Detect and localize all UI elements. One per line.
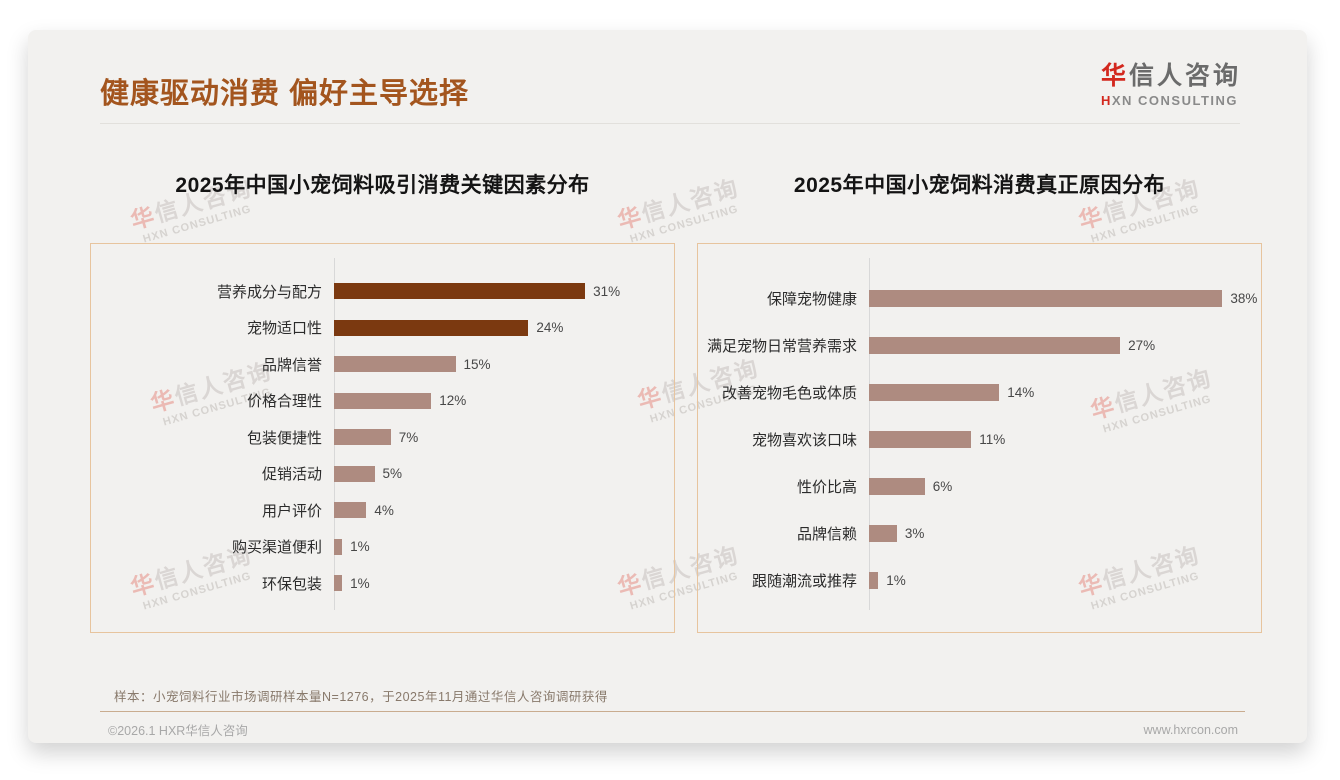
chart-panel: 营养成分与配方 31% 宠物适口性 24% 品牌信誉 15% 价格合理性 12% 包装便捷性 7%… bbox=[90, 243, 675, 633]
bar bbox=[334, 465, 375, 482]
bar bbox=[334, 502, 367, 519]
bar-row: 性价比高 6% bbox=[698, 463, 1261, 510]
value-label: 31% bbox=[593, 283, 621, 299]
bar bbox=[869, 290, 1223, 307]
value-label: 7% bbox=[398, 429, 419, 445]
category-label: 改善宠物毛色或体质 bbox=[721, 385, 857, 402]
bar bbox=[869, 572, 879, 589]
category-label: 性价比高 bbox=[796, 479, 857, 496]
report-slide: 华信人咨询 HXN CONSULTING 华信人咨询 HXN CONSULTING 华信… bbox=[28, 30, 1307, 743]
bar-row: 满足宠物日常营养需求 27% bbox=[698, 322, 1261, 369]
category-label: 品牌信誉 bbox=[261, 356, 322, 374]
bar-row: 宠物适口性 24% bbox=[91, 310, 674, 347]
company-logo: 华信人咨询 HXN CONSULTING bbox=[1101, 56, 1241, 108]
value-label: 11% bbox=[979, 432, 1006, 447]
bar bbox=[334, 283, 586, 300]
value-label: 4% bbox=[374, 502, 394, 518]
footer: ©2026.1 HXR华信人咨询 www.hxrcon.com bbox=[108, 720, 1238, 739]
value-label: 3% bbox=[904, 526, 925, 541]
bar-row: 包装便捷性 7% bbox=[91, 419, 674, 456]
value-label: 24% bbox=[536, 320, 564, 336]
logo-name-rest: 信人咨询 bbox=[1128, 62, 1241, 90]
category-label: 促销活动 bbox=[261, 466, 322, 484]
value-label: 1% bbox=[350, 539, 370, 555]
bar-row: 宠物喜欢该口味 11% bbox=[698, 416, 1261, 463]
bar-row: 用户评价 4% bbox=[91, 492, 674, 529]
chart-title: 2025年中国小宠饲料消费真正原因分布 bbox=[793, 174, 1166, 197]
logo-tagline-accent: H bbox=[1100, 93, 1112, 108]
value-label: 6% bbox=[932, 479, 953, 494]
bar-row: 跟随潮流或推荐 1% bbox=[698, 557, 1261, 604]
bar-row: 保障宠物健康 38% bbox=[698, 275, 1261, 322]
category-label: 包装便捷性 bbox=[246, 429, 322, 447]
chart-left-factors: 2025年中国小宠饲料吸引消费关键因素分布 营养成分与配方 31% 宠物适口性 24%… bbox=[90, 170, 675, 633]
page-title: 健康驱动消费 偏好主导选择 bbox=[100, 78, 470, 110]
chart-rows: 营养成分与配方 31% 宠物适口性 24% 品牌信誉 15% 价格合理性 12% 包装便捷性 7%… bbox=[91, 244, 674, 602]
bar bbox=[334, 319, 529, 336]
bar-row: 购买渠道便利 1% bbox=[91, 529, 674, 566]
value-label: 1% bbox=[886, 573, 906, 588]
category-label: 品牌信赖 bbox=[796, 526, 857, 543]
chart-panel: 保障宠物健康 38% 满足宠物日常营养需求 27% 改善宠物毛色或体质 14% 宠物喜欢该口… bbox=[697, 243, 1262, 633]
value-label: 38% bbox=[1230, 291, 1258, 306]
category-label: 宠物适口性 bbox=[246, 320, 322, 338]
value-label: 27% bbox=[1128, 338, 1156, 353]
category-label: 用户评价 bbox=[261, 502, 322, 520]
logo-name-accent: 华 bbox=[1100, 62, 1129, 90]
value-label: 15% bbox=[463, 356, 491, 372]
bar-row: 环保包装 1% bbox=[91, 565, 674, 602]
bar bbox=[334, 575, 343, 592]
bar bbox=[869, 337, 1121, 354]
category-label: 环保包装 bbox=[261, 575, 322, 593]
chart-right-reasons: 2025年中国小宠饲料消费真正原因分布 保障宠物健康 38% 满足宠物日常营养需求 2… bbox=[697, 170, 1262, 633]
category-label: 保障宠物健康 bbox=[766, 291, 857, 308]
bar bbox=[334, 392, 432, 409]
logo-tagline: HXN CONSULTING bbox=[1101, 93, 1241, 108]
chart-rows: 保障宠物健康 38% 满足宠物日常营养需求 27% 改善宠物毛色或体质 14% 宠物喜欢该口… bbox=[698, 244, 1261, 604]
value-label: 5% bbox=[382, 466, 403, 482]
bar bbox=[334, 538, 343, 555]
category-label: 跟随潮流或推荐 bbox=[751, 573, 857, 590]
title-divider bbox=[100, 123, 1240, 124]
chart-title: 2025年中国小宠饲料吸引消费关键因素分布 bbox=[175, 174, 590, 197]
bar bbox=[869, 384, 1000, 401]
category-label: 宠物喜欢该口味 bbox=[751, 432, 857, 449]
logo-tagline-rest: XN CONSULTING bbox=[1111, 93, 1239, 108]
bar bbox=[869, 478, 925, 495]
category-label: 购买渠道便利 bbox=[231, 539, 322, 557]
bar-row: 营养成分与配方 31% bbox=[91, 273, 674, 310]
bar-row: 价格合理性 12% bbox=[91, 383, 674, 420]
value-label: 1% bbox=[350, 575, 370, 591]
value-label: 12% bbox=[439, 393, 467, 409]
bar-row: 改善宠物毛色或体质 14% bbox=[698, 369, 1261, 416]
sample-note: 样本：小宠饲料行业市场调研样本量N=1276，于2025年11月通过华信人咨询调… bbox=[114, 690, 608, 704]
website-link[interactable]: www.hxrcon.com bbox=[1143, 722, 1238, 737]
category-label: 价格合理性 bbox=[246, 393, 322, 411]
bar bbox=[334, 429, 391, 446]
bar-row: 品牌信誉 15% bbox=[91, 346, 674, 383]
logo-name: 华信人咨询 bbox=[1101, 56, 1241, 92]
bar-row: 促销活动 5% bbox=[91, 456, 674, 493]
footer-divider bbox=[100, 711, 1245, 712]
copyright-text: ©2026.1 HXR华信人咨询 bbox=[108, 724, 248, 738]
category-label: 满足宠物日常营养需求 bbox=[706, 338, 857, 355]
bar bbox=[334, 356, 456, 373]
bar bbox=[869, 525, 897, 542]
category-label: 营养成分与配方 bbox=[216, 283, 322, 301]
bar bbox=[869, 431, 972, 448]
value-label: 14% bbox=[1007, 385, 1035, 400]
bar-row: 品牌信赖 3% bbox=[698, 510, 1261, 557]
